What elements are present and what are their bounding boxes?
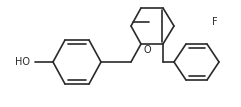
Text: HO: HO xyxy=(14,57,29,67)
Text: O: O xyxy=(143,45,151,55)
Text: F: F xyxy=(212,17,218,27)
